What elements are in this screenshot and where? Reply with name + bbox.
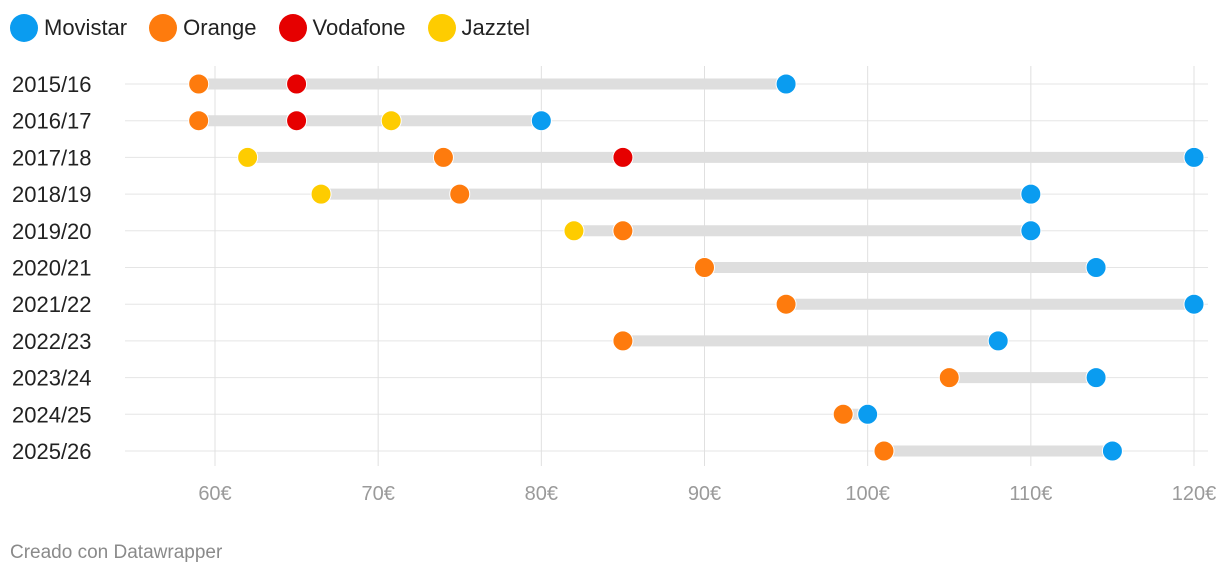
- row-label: 2017/18: [12, 145, 92, 170]
- dot-jazztel: [237, 146, 259, 168]
- dot-vodafone: [612, 146, 634, 168]
- dot-orange: [612, 330, 634, 352]
- dot-orange: [938, 367, 960, 389]
- legend-label: Movistar: [44, 15, 128, 40]
- dot-orange: [188, 110, 210, 132]
- row-label: 2016/17: [12, 109, 92, 134]
- dot-movistar: [1020, 220, 1042, 242]
- legend-item-vodafone: Vodafone: [278, 14, 406, 42]
- row-label: 2022/23: [12, 329, 92, 354]
- chart-legend: Movistar Orange Vodafone Jazztel: [10, 12, 552, 44]
- legend-label: Vodafone: [312, 15, 406, 40]
- dot-orange: [188, 73, 210, 95]
- legend-item-movistar: Movistar: [10, 14, 127, 42]
- x-tick-label: 100€: [845, 483, 890, 505]
- dot-jazztel: [563, 220, 585, 242]
- dot-orange: [832, 403, 854, 425]
- x-tick-label: 80€: [525, 483, 558, 505]
- row-label: 2015/16: [12, 72, 92, 97]
- dot-movistar: [1085, 257, 1107, 278]
- legend-label: Jazztel: [461, 15, 530, 40]
- dot-movistar: [987, 330, 1009, 352]
- row-label: 2023/24: [12, 366, 92, 391]
- row-label: 2018/19: [12, 182, 92, 207]
- dot-orange: [612, 220, 634, 242]
- dot-movistar: [530, 110, 552, 132]
- x-tick-label: 70€: [361, 483, 394, 505]
- dot-jazztel: [380, 110, 402, 132]
- dot-movistar: [857, 403, 879, 425]
- x-tick-label: 110€: [1009, 483, 1052, 505]
- dot-orange: [694, 257, 715, 278]
- dot-orange: [873, 440, 895, 462]
- x-tick-label: 120€: [1172, 483, 1217, 505]
- credit-text: Creado con Datawrapper: [10, 542, 223, 563]
- dot-movistar: [775, 73, 797, 95]
- dot-movistar: [1085, 367, 1107, 389]
- dot-movistar: [1183, 293, 1205, 315]
- dot-vodafone: [286, 73, 308, 95]
- legend-item-orange: Orange: [149, 14, 257, 42]
- dot-orange: [449, 183, 471, 205]
- legend-swatch: [10, 14, 38, 42]
- dot-orange: [775, 293, 797, 315]
- legend-swatch: [278, 14, 307, 42]
- dot-movistar: [1020, 183, 1042, 205]
- dot-movistar: [1183, 146, 1205, 168]
- dot-orange: [432, 146, 454, 168]
- x-tick-label: 90€: [688, 483, 721, 505]
- legend-swatch: [149, 14, 178, 42]
- legend-label: Orange: [183, 15, 257, 40]
- x-tick-label: 60€: [198, 483, 231, 505]
- dot-vodafone: [286, 110, 308, 132]
- row-label: 2021/22: [12, 292, 92, 317]
- dot-movistar: [1101, 440, 1123, 462]
- dot-jazztel: [310, 183, 332, 205]
- legend-swatch: [427, 14, 456, 42]
- row-label: 2025/26: [12, 439, 92, 464]
- row-label: 2020/21: [12, 256, 92, 281]
- legend-item-jazztel: Jazztel: [427, 14, 530, 42]
- row-label: 2019/20: [12, 219, 92, 244]
- row-label: 2024/25: [12, 402, 92, 427]
